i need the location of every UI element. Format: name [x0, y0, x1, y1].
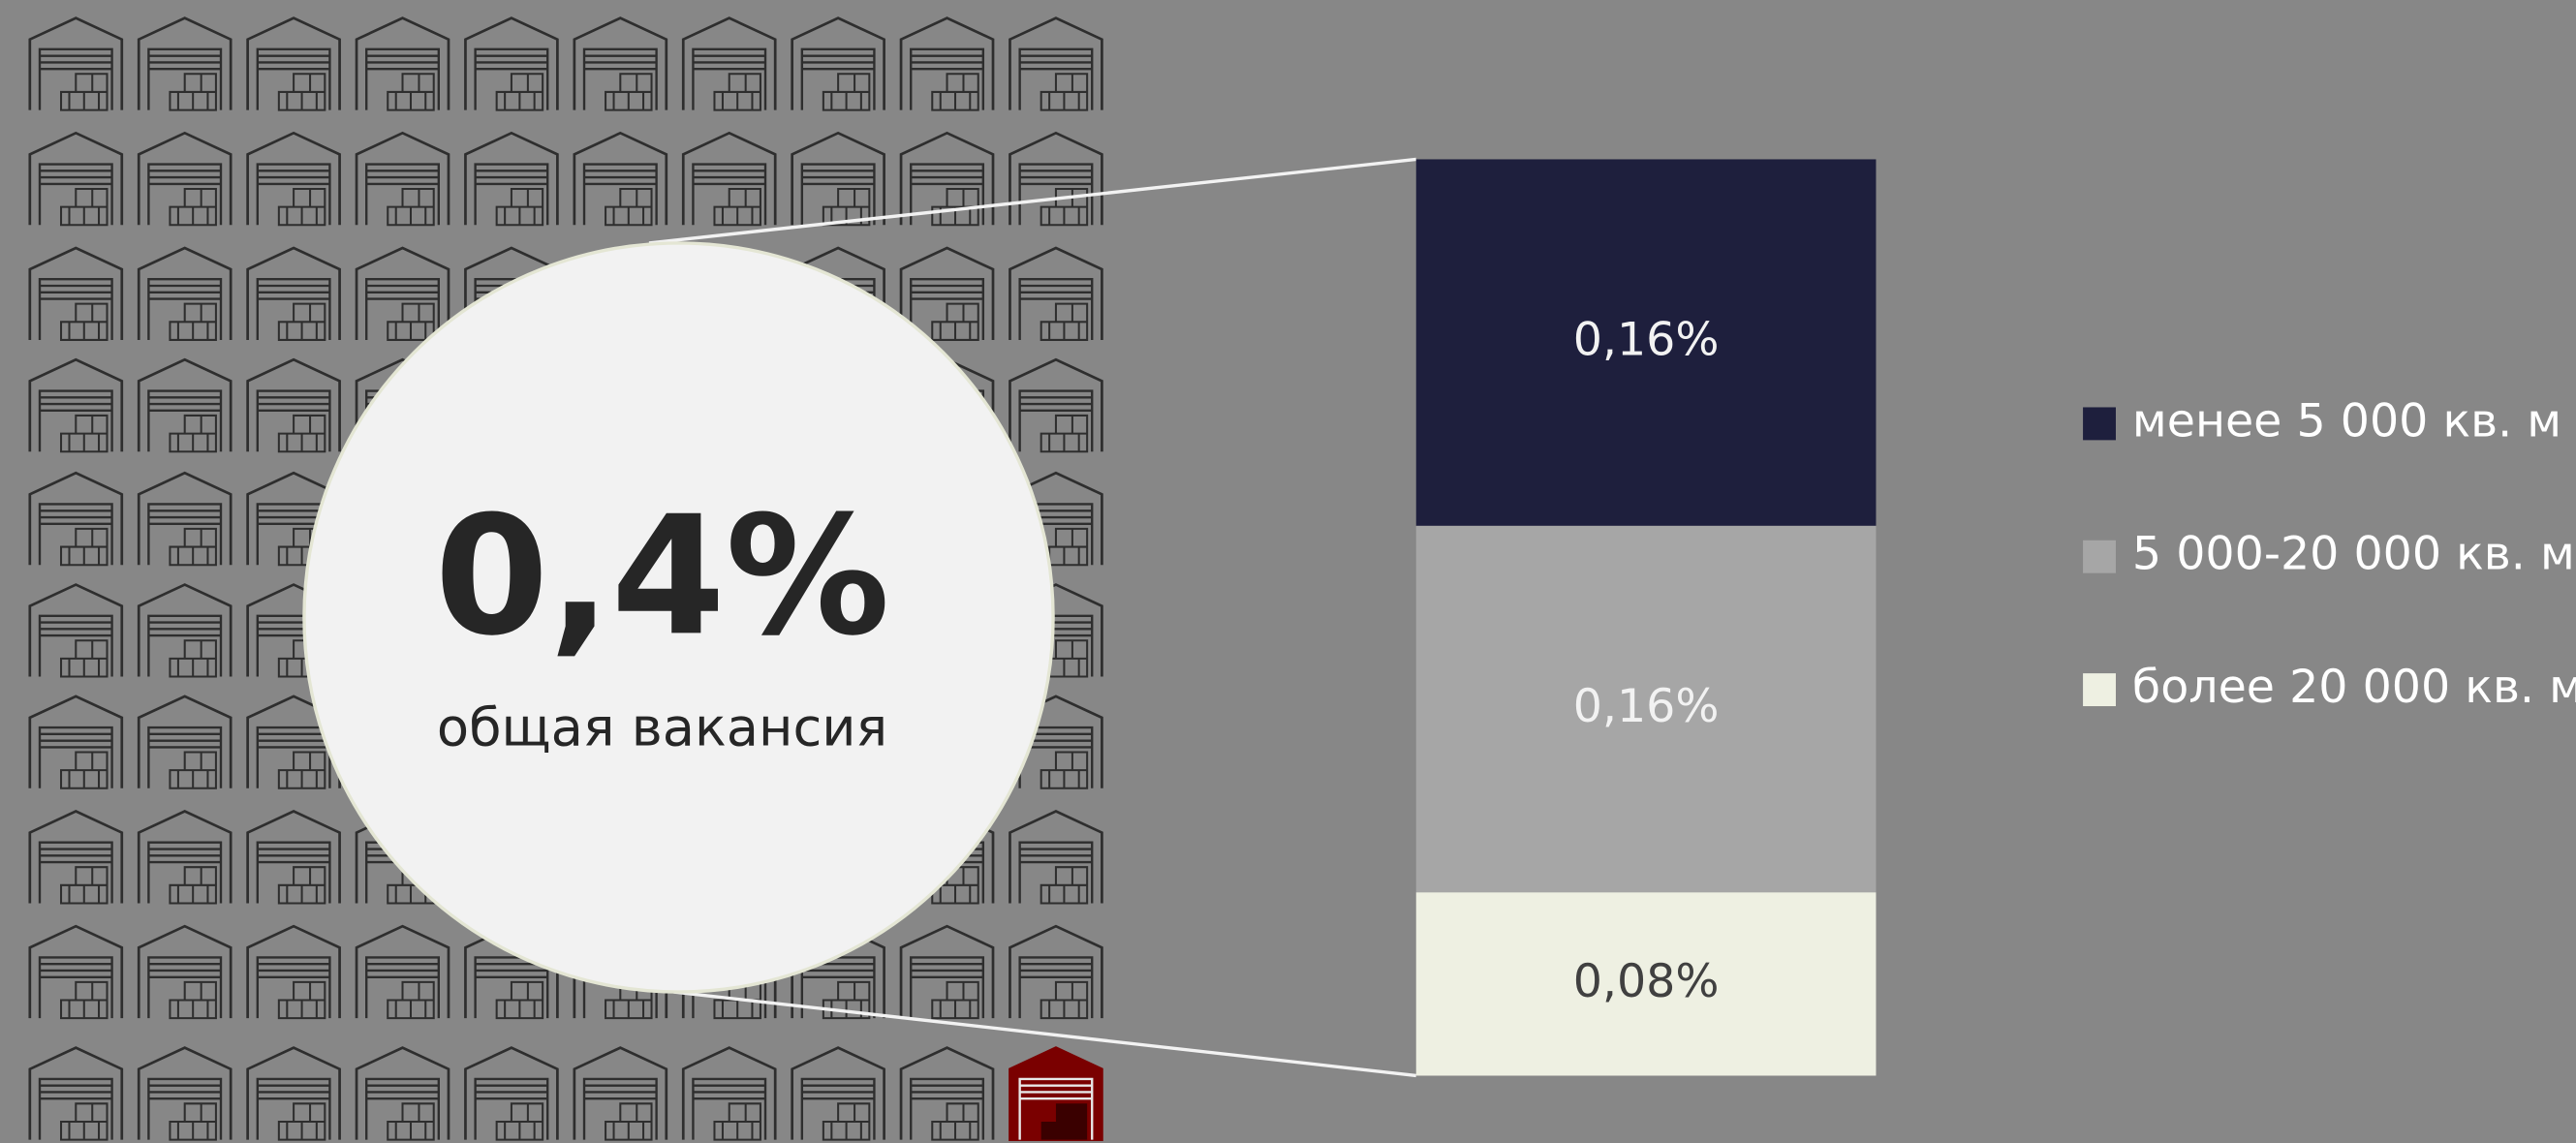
warehouse-icon: [28, 246, 124, 342]
value-label: 0,16%: [1573, 314, 1720, 367]
warehouse-icon: [246, 1046, 341, 1141]
warehouse-icon: [1009, 357, 1103, 453]
warehouse-icon: [791, 131, 885, 227]
warehouse-icon: [137, 695, 233, 790]
value-label: 0,16%: [1573, 680, 1720, 733]
warehouse-icon: [681, 131, 777, 227]
warehouse-icon: [28, 695, 124, 790]
warehouse-icon: [246, 357, 341, 453]
bar-segment: [1415, 892, 1877, 1076]
warehouse-icon: [28, 357, 124, 453]
warehouse-icon: [137, 471, 233, 567]
warehouse-icon: [137, 810, 233, 905]
warehouse-icon: [137, 16, 233, 111]
warehouse-icon: [1009, 246, 1103, 342]
warehouse-icon: [899, 16, 995, 111]
warehouse-icon: [464, 131, 559, 227]
warehouse-icon: [899, 1046, 995, 1141]
legend-label: более 20 000 кв. м: [2132, 661, 2576, 714]
warehouse-icon: [1009, 810, 1103, 905]
warehouse-icon: [573, 1046, 668, 1141]
connector-line: [648, 157, 1416, 245]
warehouse-icon: [791, 16, 885, 111]
warehouse-icon: [28, 131, 124, 227]
warehouse-icon: [137, 924, 233, 1020]
legend-swatch: [2083, 540, 2116, 573]
legend-swatch: [2083, 407, 2116, 441]
total-caption: общая вакансия: [437, 697, 887, 758]
warehouse-icon: [899, 924, 995, 1020]
warehouse-icon: [355, 246, 450, 342]
warehouse-icon: [246, 246, 341, 342]
legend-label: менее 5 000 кв. м: [2132, 394, 2561, 448]
warehouse-icon: [246, 131, 341, 227]
warehouse-icon: [681, 1046, 777, 1141]
warehouse-icon: [681, 16, 777, 111]
warehouse-icon: [137, 1046, 233, 1141]
warehouse-icon: [464, 1046, 559, 1141]
warehouse-icon: [246, 924, 341, 1020]
legend-label: 5 000-20 000 кв. м: [2132, 528, 2575, 581]
warehouse-icon: [246, 810, 341, 905]
warehouse-icon: [355, 131, 450, 227]
warehouse-icon: [355, 16, 450, 111]
total-circle: [302, 241, 1055, 994]
value-label: 0,08%: [1573, 955, 1720, 1008]
warehouse-icon: [137, 131, 233, 227]
warehouse-icon: [1009, 924, 1103, 1020]
bar-segment: [1415, 525, 1877, 893]
warehouse-icon: [464, 16, 559, 111]
warehouse-icon: [573, 16, 668, 111]
warehouse-icon: [28, 16, 124, 111]
warehouse-icon: [355, 1046, 450, 1141]
warehouse-icon: [791, 1046, 885, 1141]
warehouse-icon: [246, 16, 341, 111]
warehouse-icon: [28, 810, 124, 905]
warehouse-icon: [137, 583, 233, 678]
warehouse-icon: [1009, 131, 1103, 227]
warehouse-icon: [28, 583, 124, 678]
warehouse-icon: [28, 471, 124, 567]
total-label: 0,4%: [434, 480, 889, 671]
warehouse-icon: [1009, 16, 1103, 111]
warehouse-icon: [137, 357, 233, 453]
warehouse-icon: [28, 1046, 124, 1141]
warehouse-icon: [137, 246, 233, 342]
connector-line: [673, 990, 1416, 1078]
warehouse-icon: [28, 924, 124, 1020]
bar-segment: [1415, 159, 1877, 526]
legend-swatch: [2083, 673, 2116, 707]
warehouse-icon: [573, 131, 668, 227]
warehouse-icon: [1009, 1046, 1103, 1141]
warehouse-icon: [355, 924, 450, 1020]
